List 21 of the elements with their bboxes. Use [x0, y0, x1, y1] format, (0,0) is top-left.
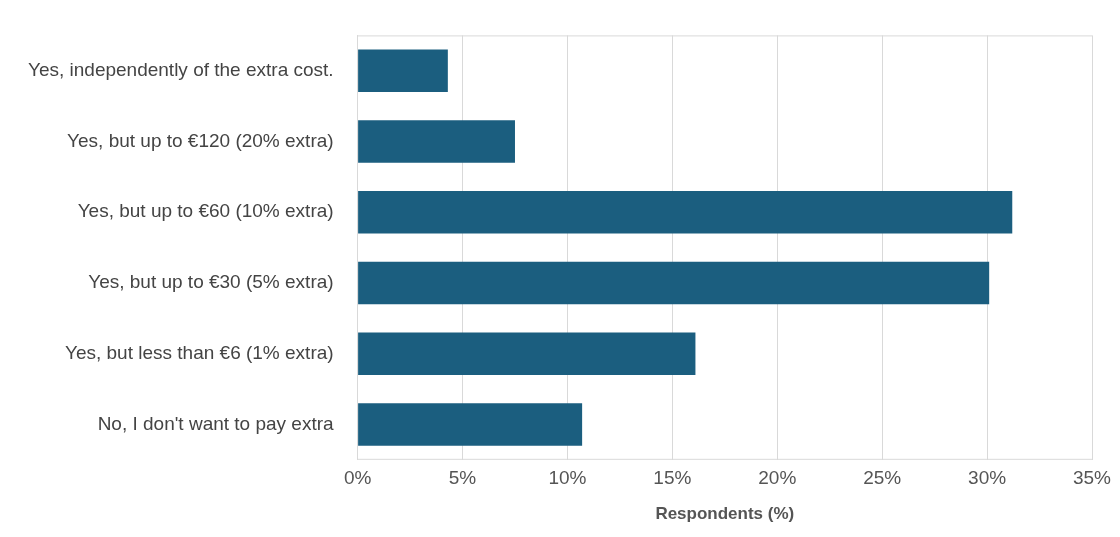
x-axis-title: Respondents (%)	[655, 504, 795, 524]
bar	[358, 332, 696, 375]
y-tick-label: Yes, but less than €6 (1% extra)	[64, 341, 334, 363]
bar	[358, 49, 448, 92]
x-tick-label: 30%	[968, 467, 1007, 489]
bar	[358, 261, 990, 305]
x-tick-label: 10%	[548, 467, 587, 489]
x-tick-label: 15%	[653, 467, 692, 489]
y-tick-label: Yes, but up to €30 (5% extra)	[88, 271, 334, 293]
y-tick-label: Yes, but up to €120 (20% extra)	[67, 129, 334, 151]
y-tick-label: Yes, but up to €60 (10% extra)	[77, 200, 334, 222]
y-tick-label: Yes, independently of the extra cost.	[27, 59, 334, 80]
x-tick-label: 20%	[758, 467, 797, 489]
x-tick-label: 25%	[863, 467, 902, 489]
x-tick-label: 35%	[1072, 467, 1112, 489]
bar	[358, 403, 583, 446]
bar	[358, 191, 1013, 234]
bar	[358, 120, 515, 163]
x-tick-label: 5%	[448, 467, 477, 489]
x-tick-label: 0%	[343, 467, 372, 489]
y-tick-label: No, I don't want to pay extra	[97, 412, 335, 434]
